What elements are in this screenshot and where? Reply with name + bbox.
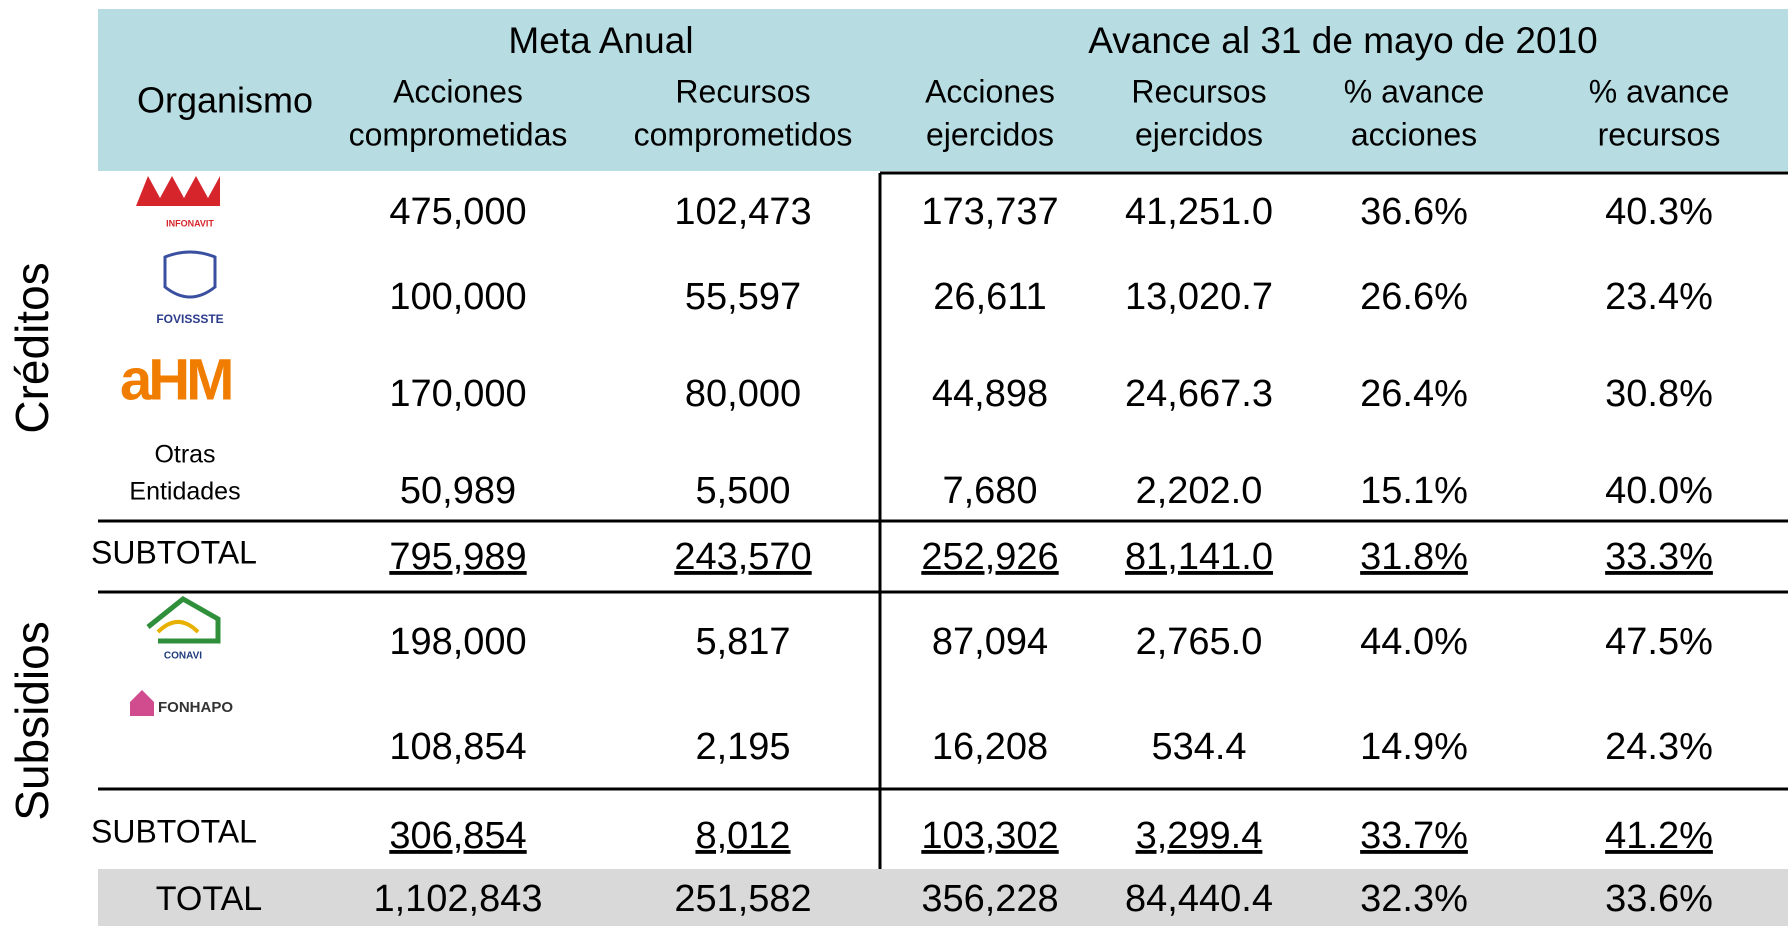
section-label: Créditos xyxy=(6,262,58,433)
cell: 30.8% xyxy=(1605,373,1713,415)
cell: 24.3% xyxy=(1605,726,1713,768)
cell: 80,000 xyxy=(685,373,801,415)
cell: 198,000 xyxy=(389,621,526,663)
cell: 15.1% xyxy=(1360,470,1468,512)
logo-text: INFONAVIT xyxy=(166,218,214,228)
cell: 475,000 xyxy=(389,191,526,233)
cell: 32.3% xyxy=(1360,878,1468,920)
cell: 2,765.0 xyxy=(1136,621,1263,663)
logo-shape xyxy=(130,690,154,716)
column-header: recursos xyxy=(1598,116,1721,152)
column-header: comprometidas xyxy=(349,116,568,152)
cell: 103,302 xyxy=(921,815,1058,857)
column-header: Acciones xyxy=(925,73,1055,109)
row-label: Entidades xyxy=(129,478,240,506)
cell: 534.4 xyxy=(1151,726,1246,768)
cell: 5,817 xyxy=(695,621,790,663)
row-label: Otras xyxy=(154,441,215,469)
cell: 170,000 xyxy=(389,373,526,415)
cell: 87,094 xyxy=(932,621,1048,663)
cell: 306,854 xyxy=(389,815,526,857)
header-band xyxy=(98,9,1788,171)
logo-text: FONHAPO xyxy=(158,699,233,716)
cell: 13,020.7 xyxy=(1125,276,1273,318)
cell: 47.5% xyxy=(1605,621,1713,663)
cell: 102,473 xyxy=(674,191,811,233)
column-header: ejercidos xyxy=(926,116,1054,152)
column-header: % avance xyxy=(1344,73,1485,109)
cell: 31.8% xyxy=(1360,536,1468,578)
logo-text: CONAVI xyxy=(164,651,202,662)
cell: 795,989 xyxy=(389,536,526,578)
cell: 2,202.0 xyxy=(1136,470,1263,512)
cell: 36.6% xyxy=(1360,191,1468,233)
section-label: Subsidios xyxy=(6,621,58,820)
column-header: Organismo xyxy=(137,80,313,121)
column-header: acciones xyxy=(1351,116,1477,152)
cell: 252,926 xyxy=(921,536,1058,578)
cell: 40.3% xyxy=(1605,191,1713,233)
column-header: comprometidos xyxy=(634,116,853,152)
cell: 108,854 xyxy=(389,726,526,768)
column-header: Recursos xyxy=(1131,73,1266,109)
column-header: Acciones xyxy=(393,73,523,109)
cell: 33.7% xyxy=(1360,815,1468,857)
row-label: SUBTOTAL xyxy=(91,534,257,570)
cell: 23.4% xyxy=(1605,276,1713,318)
cell: 81,141.0 xyxy=(1125,536,1273,578)
cell: 33.3% xyxy=(1605,536,1713,578)
cell: 7,680 xyxy=(942,470,1037,512)
cell: 243,570 xyxy=(674,536,811,578)
cell: 356,228 xyxy=(921,878,1058,920)
cell: 8,012 xyxy=(695,815,790,857)
logo-text: FOVISSSTE xyxy=(156,312,223,326)
cell: 16,208 xyxy=(932,726,1048,768)
cell: 251,582 xyxy=(674,878,811,920)
cell: 2,195 xyxy=(695,726,790,768)
cell: 44.0% xyxy=(1360,621,1468,663)
cell: 1,102,843 xyxy=(373,878,542,920)
row-label: TOTAL xyxy=(156,880,262,918)
cell: 33.6% xyxy=(1605,878,1713,920)
cell: 50,989 xyxy=(400,470,516,512)
cell: 24,667.3 xyxy=(1125,373,1273,415)
cell: 100,000 xyxy=(389,276,526,318)
column-header: Recursos xyxy=(675,73,810,109)
cell: 3,299.4 xyxy=(1136,815,1263,857)
group-header: Avance al 31 de mayo de 2010 xyxy=(1088,20,1597,61)
cell: 41.2% xyxy=(1605,815,1713,857)
group-header: Meta Anual xyxy=(508,20,693,61)
column-header: ejercidos xyxy=(1135,116,1263,152)
logo-shape xyxy=(156,620,200,634)
logo-text: aHM xyxy=(120,347,231,412)
cell: 14.9% xyxy=(1360,726,1468,768)
logo-shape xyxy=(163,250,217,299)
cell: 173,737 xyxy=(921,191,1058,233)
cell: 26,611 xyxy=(933,276,1046,318)
cell: 26.6% xyxy=(1360,276,1468,318)
row-label: SUBTOTAL xyxy=(91,813,257,849)
cell: 55,597 xyxy=(685,276,801,318)
cell: 26.4% xyxy=(1360,373,1468,415)
total-band xyxy=(98,869,1788,926)
cell: 41,251.0 xyxy=(1125,191,1273,233)
logo-shape xyxy=(136,176,220,206)
cell: 44,898 xyxy=(932,373,1048,415)
cell: 40.0% xyxy=(1605,470,1713,512)
cell: 5,500 xyxy=(695,470,790,512)
logo-shape xyxy=(146,595,221,644)
column-header: % avance xyxy=(1589,73,1730,109)
cell: 84,440.4 xyxy=(1125,878,1273,920)
